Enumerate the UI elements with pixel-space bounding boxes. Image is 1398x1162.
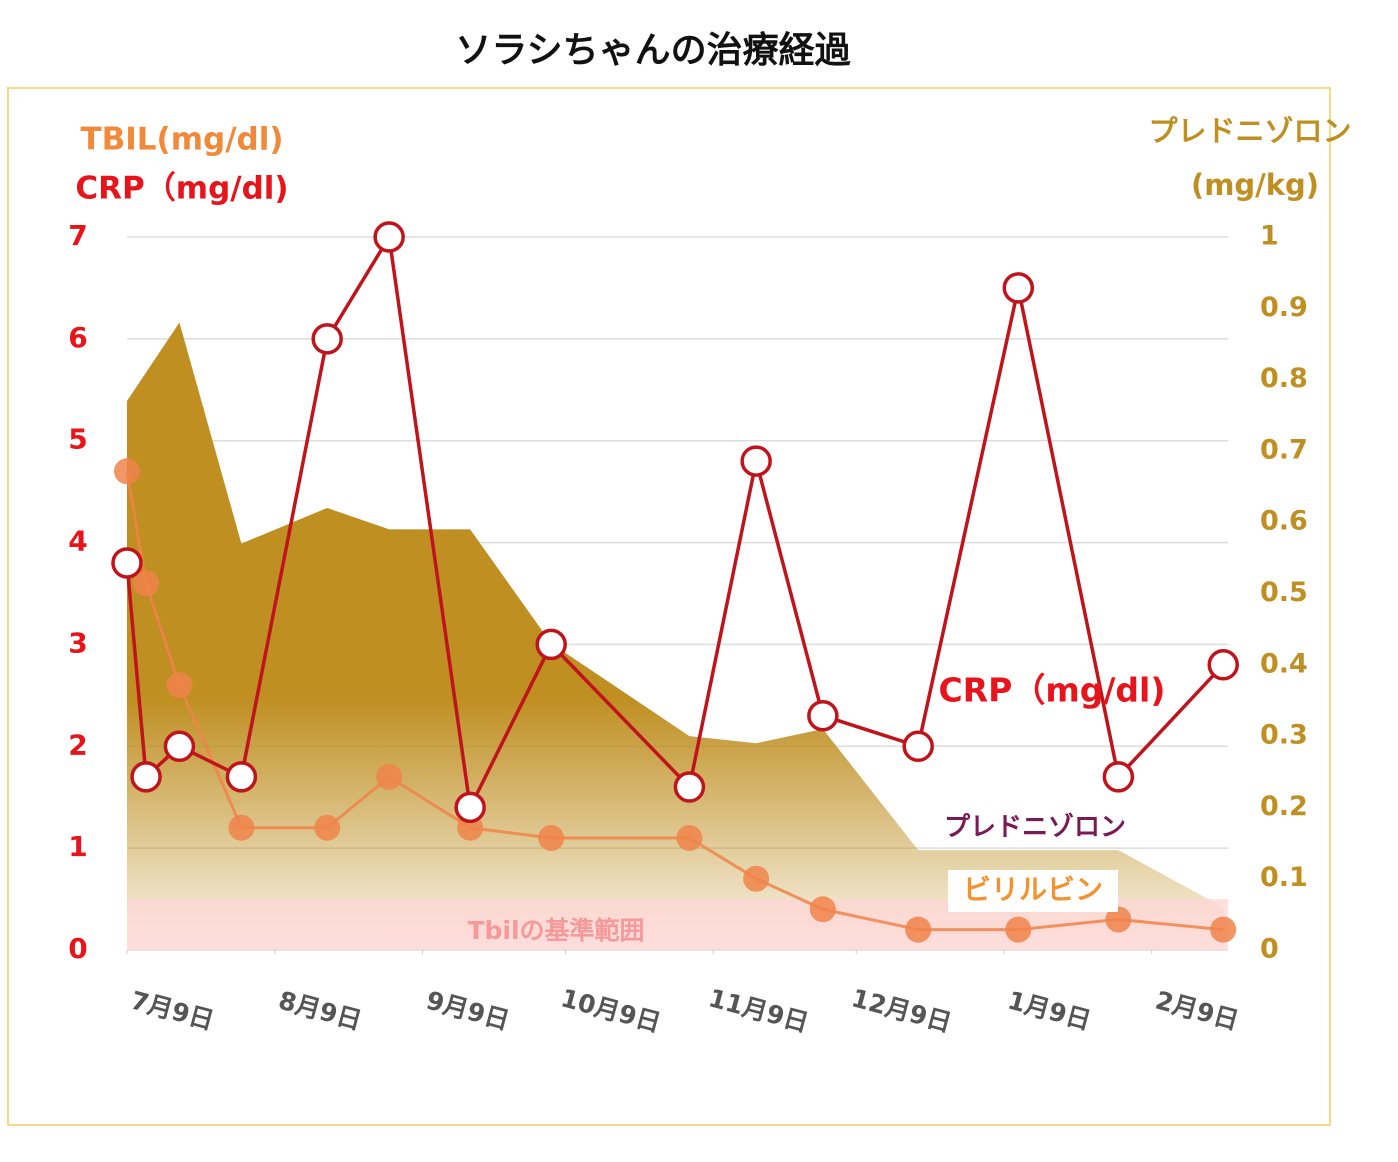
y-tick-label: 7 [68, 219, 87, 252]
x-tick-label: 2月9日 [1152, 986, 1241, 1036]
marker [111, 547, 143, 579]
reference-band-label: Tbilの基準範囲 [467, 916, 644, 945]
y-axis-title: CRP（mg/dl) [75, 171, 288, 207]
marker [1002, 272, 1035, 304]
y-axis-title: TBIL(mg/dl) [80, 122, 283, 158]
marker [133, 570, 160, 597]
marker [163, 730, 196, 763]
y2-tick-label: 0.8 [1260, 363, 1308, 394]
marker [1207, 649, 1239, 681]
x-tick-label: 7月9日 [128, 986, 217, 1036]
label-background [915, 666, 1190, 720]
y2-tick-label: 0.9 [1260, 292, 1308, 323]
marker [114, 458, 140, 485]
marker [740, 445, 772, 477]
marker [314, 814, 341, 841]
x-tick-label: 9月9日 [423, 986, 512, 1036]
y-tick-label: 0 [68, 932, 87, 965]
y2-tick-label: 1 [1260, 221, 1279, 252]
y2-tick-label: 0.3 [1260, 720, 1308, 751]
marker [130, 761, 162, 793]
marker [673, 771, 706, 803]
y-tick-label: 6 [68, 321, 87, 354]
x-tick-label: 8月9日 [275, 986, 364, 1036]
marker [1105, 906, 1132, 933]
marker [676, 824, 703, 851]
marker [1102, 761, 1135, 793]
y2-tick-label: 0.1 [1260, 862, 1308, 893]
marker [905, 916, 932, 943]
y2-tick-label: 0.4 [1260, 648, 1308, 679]
y-tick-label: 3 [68, 626, 87, 659]
marker [538, 824, 565, 851]
marker [807, 699, 839, 732]
marker [535, 628, 567, 661]
area [127, 322, 1224, 950]
legend-label: CRP（mg/dl) [939, 671, 1166, 710]
marker [311, 323, 343, 355]
y2-axis-title: (mg/kg) [1191, 168, 1319, 202]
y-tick-label: 1 [68, 830, 87, 863]
marker [228, 814, 255, 841]
y-tick-label: 2 [68, 728, 87, 761]
y2-tick-label: 0.7 [1260, 434, 1308, 465]
marker [743, 865, 770, 892]
y-tick-label: 4 [68, 525, 87, 558]
chart-title: ソラシちゃんの治療経過 [455, 30, 851, 71]
marker [809, 896, 836, 923]
x-tick-label: 10月9日 [558, 983, 664, 1037]
y2-axis-title: プレドニゾロン [1148, 114, 1351, 148]
marker [373, 221, 405, 253]
marker [454, 791, 486, 824]
x-tick-label: 12月9日 [849, 983, 955, 1037]
marker [166, 672, 193, 699]
marker [1210, 916, 1237, 943]
label-background [948, 870, 1118, 912]
y-tick-label: 5 [68, 423, 87, 456]
marker [1005, 916, 1032, 943]
x-tick-label: 1月9日 [1005, 986, 1094, 1036]
legend-label: ビリルビン [963, 873, 1103, 906]
y2-tick-label: 0.2 [1260, 791, 1308, 822]
y2-tick-label: 0.5 [1260, 577, 1308, 608]
y2-tick-label: 0.6 [1260, 506, 1308, 537]
marker [225, 761, 258, 793]
y2-tick-label: 0 [1260, 934, 1279, 965]
marker [376, 763, 403, 790]
marker [902, 730, 934, 763]
x-tick-label: 11月9日 [706, 983, 812, 1037]
legend-label: プレドニゾロン [944, 812, 1126, 843]
frame [7, 87, 1331, 1126]
